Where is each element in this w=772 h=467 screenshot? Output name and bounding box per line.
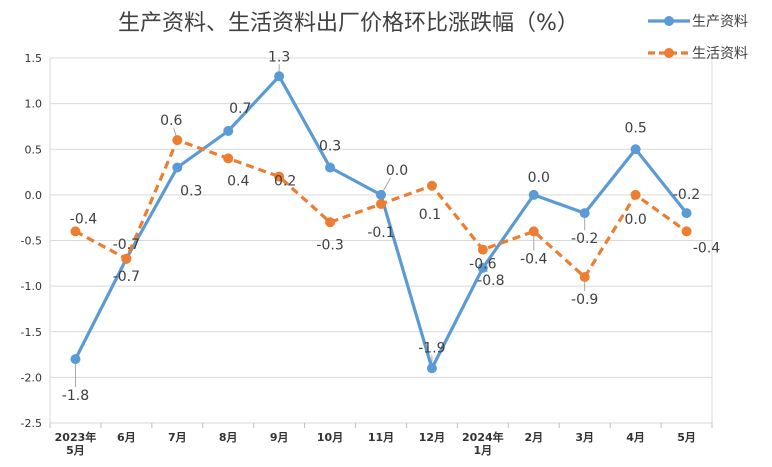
legend-marker-1 (664, 48, 674, 58)
data-point-s0-8 (477, 262, 488, 273)
data-point-s1-4 (274, 171, 285, 182)
data-point-s1-10 (579, 272, 590, 282)
x-tick-label: 8月 (219, 431, 238, 444)
x-tick-label: 10月 (317, 431, 343, 444)
x-tick-label: 12月 (419, 431, 445, 444)
x-tick-label: 1月 (474, 444, 493, 457)
series-layer (70, 71, 692, 374)
y-tick-label: -1.5 (21, 326, 42, 339)
data-label-s0-5: 0.3 (319, 139, 341, 155)
data-point-s1-0 (70, 226, 81, 237)
legend-marker-0 (664, 16, 674, 26)
y-axis: 1.5 1.0 0.5 0.0 -0.5 -1.0 -1.5 -2.0 -2.5 (21, 52, 42, 430)
data-point-s0-11 (630, 144, 641, 155)
data-label-s0-3: 0.7 (229, 101, 251, 117)
data-point-s0-10 (579, 208, 590, 219)
data-point-s0-5 (325, 162, 336, 173)
data-point-s0-9 (528, 189, 539, 200)
data-label-s0-0: -1.8 (62, 388, 89, 404)
x-tick-label: 2023年 (55, 430, 97, 444)
data-label-s0-2: 0.3 (180, 184, 202, 200)
data-label-s1-1: -0.7 (113, 237, 140, 253)
y-tick-label: 1.5 (25, 52, 43, 65)
x-tick-label: 2024年 (462, 430, 504, 444)
data-point-s0-0 (70, 354, 81, 365)
data-label-s1-5: -0.3 (316, 237, 343, 253)
data-point-s1-2 (172, 135, 183, 146)
data-point-s1-1 (121, 253, 132, 264)
data-label-s1-0: -0.4 (70, 211, 97, 227)
data-label-s0-4: 1.3 (268, 49, 290, 65)
y-tick-label: -0.5 (21, 235, 42, 248)
data-point-s1-12 (681, 226, 692, 237)
x-tick-label: 3月 (575, 431, 594, 444)
data-label-s0-12: -0.2 (673, 187, 700, 203)
x-tick-label: 5月 (677, 431, 696, 444)
y-tick-label: -2.0 (21, 371, 42, 384)
y-tick-label: 0.5 (25, 143, 43, 156)
data-label-s1-3: 0.4 (227, 173, 249, 189)
data-point-s1-9 (528, 226, 539, 237)
data-label-s0-7: -1.9 (418, 340, 445, 356)
x-tick-label: 5月 (66, 444, 85, 457)
data-label-s1-10: -0.9 (571, 292, 598, 308)
y-tick-label: 1.0 (25, 98, 43, 111)
data-label-s0-10: -0.2 (571, 231, 598, 247)
data-label-s1-12: -0.4 (693, 240, 720, 256)
data-label-s0-9: 0.0 (528, 170, 550, 186)
y-tick-label: 0.0 (25, 189, 43, 202)
data-point-s0-7 (426, 363, 437, 374)
data-point-s1-7 (426, 180, 437, 191)
data-label-s0-11: 0.5 (624, 120, 646, 136)
x-tick-label: 2月 (524, 431, 543, 444)
data-point-s0-12 (681, 208, 692, 219)
data-labels: -1.8 -0.7 0.3 0.7 1.3 0.3 0.0 -1.9 -0.8 0.0 -0.2 0.… (62, 49, 720, 404)
data-point-s0-6 (376, 189, 386, 200)
data-point-s0-2 (172, 162, 183, 173)
data-point-s1-11 (630, 189, 641, 200)
y-tick-label: -2.5 (21, 417, 42, 430)
data-label-s0-1: -0.7 (113, 269, 140, 285)
data-point-s1-5 (325, 217, 336, 228)
data-label-s1-11: 0.0 (624, 212, 646, 228)
data-label-s1-8: -0.6 (469, 257, 496, 273)
y-tick-label: -1.0 (21, 280, 42, 293)
data-point-s0-4 (274, 71, 285, 82)
x-tick-label: 6月 (117, 431, 136, 444)
x-tick-label: 11月 (368, 431, 394, 444)
data-label-s1-7: 0.1 (419, 207, 441, 223)
legend-label-0: 生产资料 (692, 14, 748, 30)
data-label-s1-2: 0.6 (160, 113, 182, 129)
x-tick-label: 9月 (270, 431, 289, 444)
data-label-s1-9: -0.4 (520, 251, 547, 267)
chart-title: 生产资料、生活资料出厂价格环比涨跌幅（%） (118, 11, 579, 36)
data-label-s0-8: -0.8 (477, 273, 504, 289)
data-point-s0-3 (223, 126, 234, 136)
data-label-s1-6: -0.1 (367, 225, 394, 241)
legend-label-1: 生活资料 (692, 46, 748, 62)
data-point-s1-3 (223, 153, 234, 164)
data-point-s1-6 (376, 199, 386, 209)
data-point-s1-8 (477, 244, 488, 255)
data-label-s1-4: 0.2 (274, 174, 296, 190)
x-tick-label: 4月 (626, 431, 645, 444)
data-label-s0-6: 0.0 (386, 163, 408, 179)
x-tick-label: 7月 (168, 431, 187, 444)
